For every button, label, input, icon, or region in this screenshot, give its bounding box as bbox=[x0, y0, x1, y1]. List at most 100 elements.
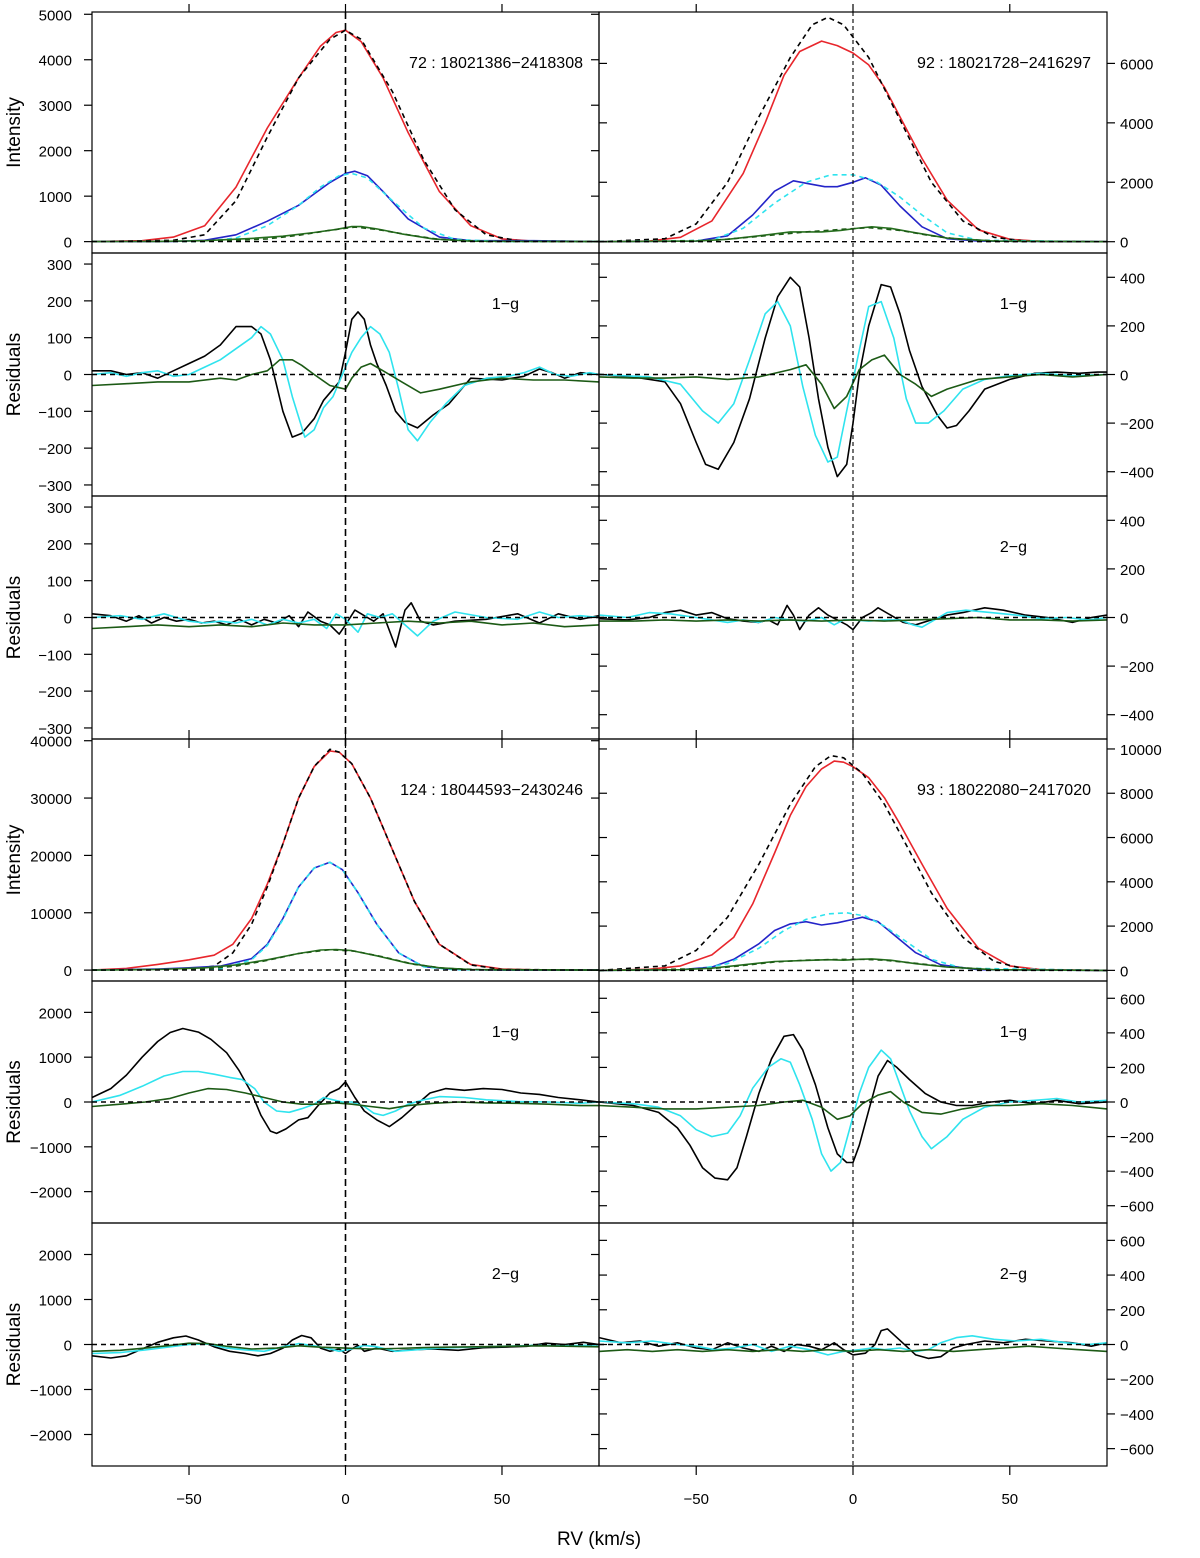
y-tick-label: 100 bbox=[47, 331, 72, 348]
y-tick-label: 0 bbox=[64, 963, 72, 980]
series-black-dashed-total-fit bbox=[92, 748, 599, 971]
y-tick-label: 4000 bbox=[1120, 875, 1153, 892]
y-tick-label: 600 bbox=[1120, 991, 1145, 1008]
y-tick-label: 600 bbox=[1120, 1233, 1145, 1250]
panel-p92-r1: −400 −200 0 200 400 1−g bbox=[598, 252, 1154, 497]
series-black bbox=[92, 1027, 599, 1135]
series-group bbox=[92, 602, 599, 648]
source-label: 92 : 18021728−2416297 bbox=[917, 55, 1091, 72]
y-tick-label: 100 bbox=[47, 574, 72, 591]
series-cyan-dashed-fit bbox=[92, 861, 599, 971]
y-tick-label: −1000 bbox=[30, 1383, 72, 1400]
series-red-total bbox=[92, 29, 599, 243]
y-tick-label: −300 bbox=[38, 478, 72, 495]
series-green-dashed-fit bbox=[599, 958, 1107, 972]
y-tick-label: 300 bbox=[47, 257, 72, 274]
series-blue bbox=[599, 177, 1107, 243]
y-tick-label: 1000 bbox=[39, 1293, 72, 1310]
series-green-dashed-fit bbox=[92, 226, 599, 243]
series-group bbox=[92, 29, 599, 243]
panel-p72-int: 0 1000 2000 3000 4000 5000 72 : 18021386−24183… bbox=[4, 4, 600, 254]
y-tick-label: 0 bbox=[1120, 963, 1128, 980]
fit-label: 2−g bbox=[492, 539, 519, 556]
y-tick-label: 0 bbox=[64, 235, 72, 252]
fit-label: 1−g bbox=[1000, 296, 1027, 313]
y-tick-label: −100 bbox=[38, 404, 72, 421]
y-axis-title: Residuals bbox=[4, 1060, 25, 1143]
y-tick-label: −200 bbox=[1120, 1130, 1154, 1147]
y-tick-label: 300 bbox=[47, 500, 72, 517]
y-tick-label: 200 bbox=[47, 294, 72, 311]
y-tick-label: 200 bbox=[1120, 1060, 1145, 1077]
source-label: 72 : 18021386−2418308 bbox=[409, 55, 583, 72]
series-red-total bbox=[599, 40, 1107, 243]
panel-p72-r1: −300 −200 −100 0 100 200 300 1−g Residuals bbox=[4, 252, 600, 497]
y-tick-label: 1000 bbox=[39, 1050, 72, 1067]
y-tick-label: 400 bbox=[1120, 513, 1145, 530]
y-tick-label: −2000 bbox=[30, 1428, 72, 1445]
series-black-dashed-total-fit bbox=[92, 29, 599, 243]
y-tick-label: 200 bbox=[1120, 319, 1145, 336]
fit-label: 1−g bbox=[492, 296, 519, 313]
x-tick-label: −50 bbox=[683, 1491, 708, 1508]
series-dark-green bbox=[599, 616, 1107, 622]
y-tick-label: −600 bbox=[1120, 1199, 1154, 1216]
y-tick-label: −2000 bbox=[30, 1185, 72, 1202]
y-tick-label: 400 bbox=[1120, 270, 1145, 287]
series-dark-green bbox=[599, 354, 1107, 410]
y-axis-title: Residuals bbox=[4, 333, 25, 416]
y-tick-label: 5000 bbox=[39, 7, 72, 24]
y-tick-label: 400 bbox=[1120, 1268, 1145, 1285]
series-group bbox=[599, 276, 1107, 478]
source-label: 124 : 18044593−2430246 bbox=[400, 782, 583, 799]
y-tick-label: 4000 bbox=[1120, 116, 1153, 133]
y-tick-label: 2000 bbox=[39, 144, 72, 161]
y-tick-label: 10000 bbox=[30, 906, 72, 923]
y-tick-label: 0 bbox=[64, 1095, 72, 1112]
y-tick-label: −600 bbox=[1120, 1442, 1154, 1459]
y-axis-title: Intensity bbox=[4, 97, 25, 168]
y-tick-label: 0 bbox=[1120, 1095, 1128, 1112]
y-tick-label: 20000 bbox=[30, 848, 72, 865]
panel-p124-r2: −2000 −1000 0 1000 2000 −50 0 50 2−g Residuals bbox=[4, 1222, 600, 1508]
y-tick-label: 3000 bbox=[39, 98, 72, 115]
y-tick-label: 2000 bbox=[39, 1005, 72, 1022]
y-tick-label: −200 bbox=[1120, 416, 1154, 433]
y-tick-label: 400 bbox=[1120, 1026, 1145, 1043]
x-tick-label: 0 bbox=[341, 1491, 349, 1508]
series-dark-green bbox=[92, 1087, 599, 1110]
y-tick-label: 2000 bbox=[39, 1248, 72, 1265]
y-tick-label: −400 bbox=[1120, 708, 1154, 725]
y-tick-label: 0 bbox=[64, 368, 72, 385]
fit-label: 2−g bbox=[492, 1266, 519, 1283]
panel-p93-r2: −600 −400 −200 0 200 400 600 −50 0 50 2−g bbox=[598, 1222, 1154, 1508]
series-red-total bbox=[599, 760, 1107, 972]
y-tick-label: 200 bbox=[1120, 1303, 1145, 1320]
y-tick-label: 6000 bbox=[1120, 831, 1153, 848]
series-cyan-dashed-fit bbox=[92, 172, 599, 243]
fit-label: 2−g bbox=[1000, 1266, 1027, 1283]
fit-label: 2−g bbox=[1000, 539, 1027, 556]
panel-p93-r1: −600 −400 −200 0 200 400 600 1−g bbox=[598, 980, 1154, 1224]
x-tick-label: 0 bbox=[849, 1491, 857, 1508]
y-tick-label: 8000 bbox=[1120, 786, 1153, 803]
y-tick-label: −300 bbox=[38, 721, 72, 738]
y-tick-label: −200 bbox=[38, 684, 72, 701]
y-axis-title: Residuals bbox=[4, 576, 25, 659]
y-tick-label: −1000 bbox=[30, 1140, 72, 1157]
series-blue bbox=[599, 916, 1107, 972]
source-label: 93 : 18022080−2417020 bbox=[917, 782, 1091, 799]
y-tick-label: 2000 bbox=[1120, 919, 1153, 936]
panel-p124-r1: −2000 −1000 0 1000 2000 1−g Residuals bbox=[4, 980, 600, 1224]
x-axis-title: RV (km/s) bbox=[557, 1529, 641, 1550]
panel-p93-int: 0 2000 4000 6000 8000 10000 93 : 18022080−2417… bbox=[598, 738, 1162, 982]
y-tick-label: −400 bbox=[1120, 465, 1154, 482]
x-tick-label: 50 bbox=[494, 1491, 511, 1508]
y-tick-label: 0 bbox=[1120, 1338, 1128, 1355]
y-tick-label: 0 bbox=[1120, 235, 1128, 252]
panel-p72-r2: −300 −200 −100 0 100 200 300 2−g Residuals bbox=[4, 495, 600, 740]
panel-p92-int: 0 2000 4000 6000 92 : 18021728−2416297 bbox=[598, 4, 1153, 254]
y-tick-label: 10000 bbox=[1120, 742, 1162, 759]
y-tick-label: −400 bbox=[1120, 1407, 1154, 1424]
